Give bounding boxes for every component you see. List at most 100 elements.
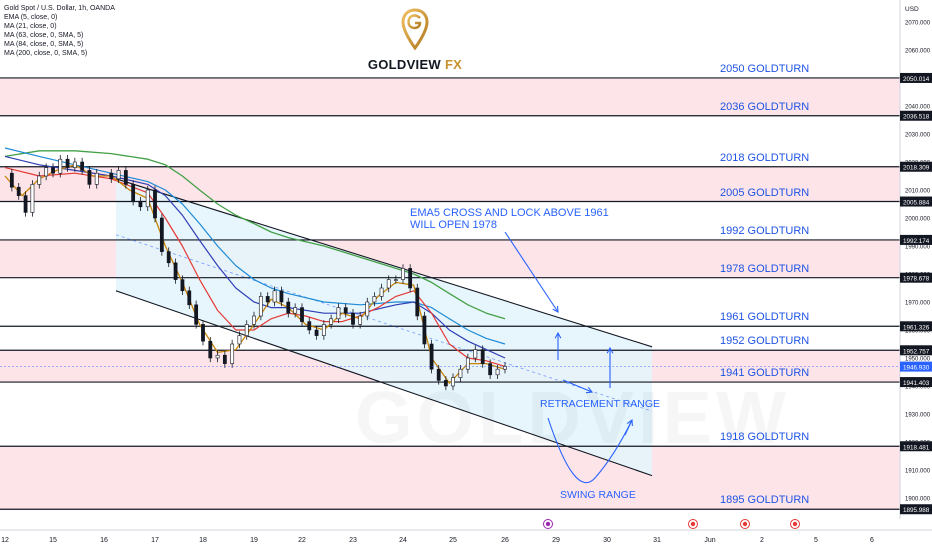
candle-body [379,287,384,297]
indicator-ma63[interactable]: MA (63, close, 0, SMA, 5) [4,32,84,39]
candle-body [9,172,14,188]
candle-body [272,290,277,303]
candle-body [187,290,192,306]
indicator-ma21[interactable]: MA (21, close, 0) [4,23,57,30]
level-price-tag [900,72,932,83]
annotation-line: SWING RANGE [560,489,636,501]
goldturn-label: 1992 GOLDTURN [720,224,810,237]
goldturn-label: 2018 GOLDTURN [720,151,810,164]
candle-body [372,296,377,303]
candle-body [252,315,256,325]
y-tick-label: 1900.000 [905,497,931,503]
us-flag-event-icon-dot [690,521,696,527]
indicator-ma200[interactable]: MA (200, close, 0, SMA, 5) [4,50,88,57]
candle-body [215,354,220,359]
ma84-line [4,147,506,345]
goldturn-label: 2036 GOLDTURN [720,100,810,113]
goldturn-label: 1952 GOLDTURN [720,335,810,348]
level-price-tag-text: 1941.403 [903,380,930,387]
candle-body [230,343,235,364]
candle-body [159,217,164,252]
candle-body [321,324,326,336]
candle-body [408,268,413,289]
swing-arrow [624,419,633,436]
goldturn-label: 1941 GOLDTURN [720,367,810,380]
us-flag-event-icon-dot [792,521,798,527]
time-axis-background [0,519,932,550]
candle-body [237,335,242,345]
level-price-tag [900,272,932,283]
candle-body [123,170,128,185]
level-price-tag [900,504,932,515]
logo-suffix: FX [444,57,463,72]
candle-body [336,307,341,320]
channel-lower-line [115,290,653,477]
annotation-line: EMA5 CROSS AND LOCK ABOVE 1961 [410,207,609,219]
candle-body [495,368,500,376]
x-tick-label: 23 [349,537,357,544]
candle-body [307,321,312,331]
goldturn-label: 1918 GOLDTURN [720,431,810,444]
candle-body [300,307,304,322]
candle-body [451,377,455,387]
level-price-tag [900,161,932,172]
x-tick-label: 22 [298,537,306,544]
annotation-arrows [0,231,900,484]
candle-body [109,172,114,180]
candle-body [401,268,405,280]
y-tick-label: 2060.000 [905,49,931,55]
annotation-line: RETRACEMENT RANGE [540,398,660,410]
x-tick-label: 12 [1,537,9,544]
x-tick-label: 6 [870,537,874,544]
y-tick-label: 2030.000 [905,133,931,139]
candle-body [201,324,205,342]
candle-body [30,184,35,213]
level-price-tag-text: 2050.014 [903,76,930,83]
level-price-tag-text: 1978.678 [903,276,930,283]
y-tick-label: 2010.000 [905,189,931,195]
x-tick-label: 18 [199,537,207,544]
indicator-ma84[interactable]: MA (84, close, 0, SMA, 5) [4,41,84,48]
ema-cross-arrow-head [552,305,559,313]
candle-body [145,189,150,208]
current-price-tag [900,361,932,372]
goldturn-label: 1978 GOLDTURN [720,262,810,275]
symbol-title[interactable]: Gold Spot / U.S. Dollar, 1h, OANDA [4,5,115,12]
candle-body [465,357,470,370]
x-tick-label: 29 [552,537,560,544]
goldturn-label: 1961 GOLDTURN [720,311,810,324]
indicator-ema5[interactable]: EMA (5, close, 0) [4,14,58,21]
time-axis: 12 15 16 17 18 19 22 23 24 25 26 29 30 31 Jun 2 5 6 [0,519,932,550]
y-tick-label: 1970.000 [905,301,931,307]
candle-body [258,296,263,317]
y-tick-label: 1910.000 [905,469,931,475]
candle-body [429,343,434,370]
x-tick-label: 15 [49,537,57,544]
candle-body [44,167,49,177]
y-tick-label: 2000.000 [905,217,931,223]
candle-body [173,262,178,280]
retracement-arrow [562,379,593,393]
candle-body [443,380,448,387]
candle-body [37,175,42,185]
swing-arrow-head [626,418,633,427]
axis-unit-label: USD [905,6,919,13]
candle-body [480,349,485,364]
level-price-tag [900,110,932,121]
candle-body [194,304,199,325]
level-price-tag-text: 1918.481 [903,444,930,451]
price-axis: USD2070.0002060.0002050.0002040.0002030.… [899,0,932,550]
logo-wordmark: GOLDVIEW FX [360,57,470,72]
x-tick-label: 24 [399,537,407,544]
y-tick-label: 1960.000 [905,329,931,335]
x-tick-label: 5 [814,537,818,544]
channel-mid-line [115,234,653,412]
swing-curve [547,417,633,484]
channel-area [116,178,652,476]
annotation-retracement: RETRACEMENT RANGE [540,398,660,410]
level-price-tag-text: 1992.174 [903,238,930,245]
pink-zone [0,446,900,510]
annotation-ema-cross: EMA5 CROSS AND LOCK ABOVE 1961 WILL OPEN… [410,207,609,231]
candle-body [94,172,99,185]
